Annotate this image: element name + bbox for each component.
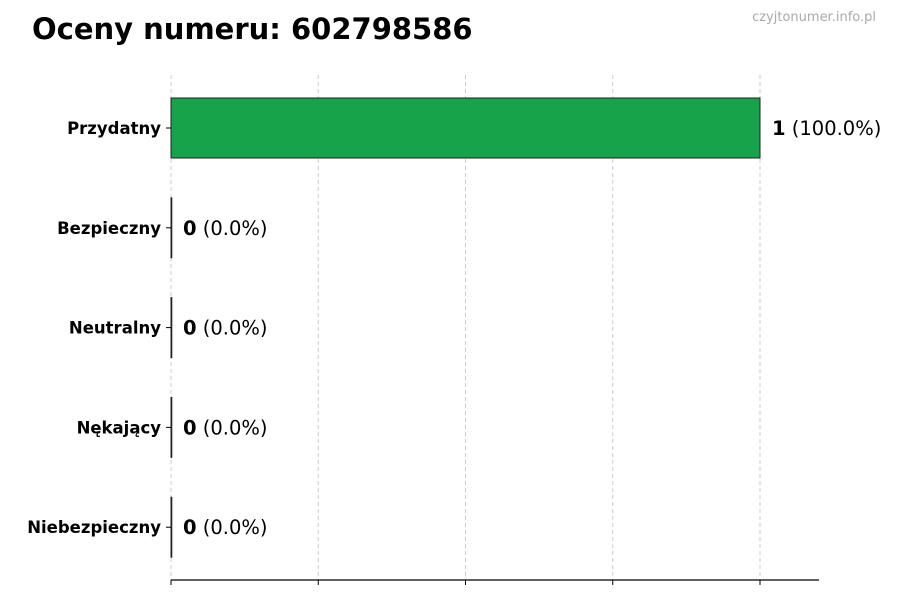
data-label-count: 0 — [183, 317, 197, 340]
data-label: 0 (0.0%) — [183, 416, 268, 439]
bar — [170, 197, 173, 259]
data-label: 0 (0.0%) — [183, 516, 268, 539]
bar — [170, 297, 173, 359]
category-label: Bezpieczny — [57, 219, 161, 238]
data-label-count: 1 — [772, 117, 786, 140]
data-label-percent: (0.0%) — [197, 217, 268, 240]
data-label-count: 0 — [183, 217, 197, 240]
data-label: 0 (0.0%) — [183, 317, 268, 340]
category-label: Niebezpieczny — [27, 518, 161, 537]
data-label-percent: (0.0%) — [197, 416, 268, 439]
data-label-count: 0 — [183, 516, 197, 539]
watermark: czyjtonumer.info.pl — [752, 10, 876, 25]
data-label: 0 (0.0%) — [183, 217, 268, 240]
data-label-percent: (0.0%) — [197, 317, 268, 340]
bar — [170, 396, 173, 458]
data-label-percent: (0.0%) — [197, 516, 268, 539]
bar — [170, 496, 173, 558]
chart-title: Oceny numeru: 602798586 — [32, 12, 473, 46]
data-label-percent: (100.0%) — [786, 117, 882, 140]
category-label: Przydatny — [67, 119, 161, 138]
category-label: Nękający — [77, 418, 162, 437]
category-label: Neutralny — [69, 319, 161, 338]
data-label: 1 (100.0%) — [772, 117, 881, 140]
bar — [170, 97, 761, 159]
data-label-count: 0 — [183, 416, 197, 439]
